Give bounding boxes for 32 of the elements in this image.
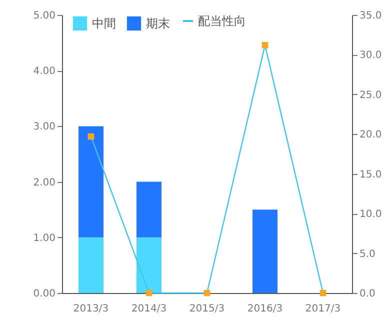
x-tick-label: 2016/3 bbox=[247, 304, 283, 314]
x-tick-label: 2015/3 bbox=[189, 304, 225, 314]
legend-label: 期末 bbox=[146, 16, 170, 30]
point bbox=[320, 290, 326, 296]
y2-tick-label: 10.0 bbox=[360, 209, 382, 220]
bar bbox=[252, 210, 278, 293]
y2-tick-label: 35.0 bbox=[360, 10, 382, 22]
y2-tick-label: 5.0 bbox=[360, 248, 376, 260]
y2-tick-label: 20.0 bbox=[360, 130, 382, 141]
y-tick-label: 3.00 bbox=[33, 122, 56, 133]
y2-tick-label: 15.0 bbox=[360, 169, 382, 180]
y2-tick-label: 30.0 bbox=[360, 50, 382, 62]
bar bbox=[136, 182, 162, 238]
point bbox=[146, 290, 152, 296]
x-tick-label: 2014/3 bbox=[131, 304, 167, 314]
bar bbox=[78, 237, 104, 293]
y-tick-label: 2.00 bbox=[33, 177, 56, 188]
x-tick-label: 2017/3 bbox=[305, 304, 341, 314]
legend-label: 中間 bbox=[92, 16, 116, 30]
y-tick-label: 0.00 bbox=[33, 288, 56, 300]
y-tick-label: 4.00 bbox=[33, 66, 56, 78]
y-tick-label: 1.00 bbox=[33, 232, 56, 244]
point bbox=[88, 133, 94, 140]
bar bbox=[78, 126, 104, 238]
y2-tick-label: 0.0 bbox=[360, 288, 376, 300]
bar bbox=[136, 237, 162, 293]
point bbox=[204, 290, 210, 296]
y-tick-label: 5.00 bbox=[33, 10, 56, 22]
x-tick-label: 2013/3 bbox=[73, 304, 109, 314]
point bbox=[262, 42, 268, 48]
y2-tick-label: 25.0 bbox=[360, 90, 382, 101]
legend-label: 配当性向 bbox=[198, 14, 246, 28]
